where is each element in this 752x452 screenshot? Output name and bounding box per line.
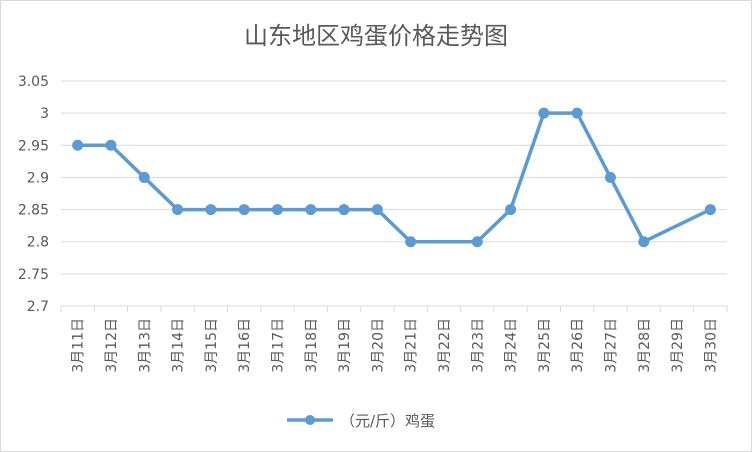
y-tick-label: 2.75 [18, 267, 49, 283]
data-point [538, 107, 550, 119]
legend-marker-icon [305, 415, 315, 425]
x-tick-label: 3月28日 [637, 318, 653, 373]
data-point [172, 204, 184, 216]
x-tick-label: 3月11日 [71, 318, 87, 373]
chart-title: 山东地区鸡蛋价格走势图 [244, 22, 508, 50]
data-point [205, 204, 217, 216]
y-tick-label: 3 [40, 106, 49, 122]
data-point [271, 204, 283, 216]
series-line [77, 111, 712, 244]
x-tick-label: 3月12日 [104, 318, 120, 373]
x-tick-label: 3月24日 [504, 318, 520, 373]
y-tick-label: 3.05 [18, 74, 49, 90]
x-tick-label: 3月16日 [237, 318, 253, 373]
data-point [105, 139, 117, 151]
gridlines [61, 80, 727, 307]
legend: （元/斤）鸡蛋 [287, 412, 435, 430]
x-tick-label: 3月13日 [137, 318, 153, 373]
data-point [704, 204, 716, 216]
x-tick-label: 3月17日 [270, 318, 286, 373]
data-point [471, 236, 483, 248]
data-point [571, 107, 583, 119]
data-point [604, 171, 616, 183]
data-point [405, 236, 417, 248]
x-tick-label: 3月22日 [437, 318, 453, 373]
x-tick-label: 3月21日 [404, 318, 420, 373]
data-point [138, 171, 150, 183]
y-tick-label: 2.8 [27, 235, 49, 251]
y-tick-label: 2.7 [27, 299, 49, 315]
data-point [371, 204, 383, 216]
data-point [305, 204, 317, 216]
x-tick-label: 3月29日 [670, 318, 686, 373]
x-tick-label: 3月14日 [171, 318, 187, 373]
x-tick-label: 3月15日 [204, 318, 220, 373]
x-tick-label: 3月25日 [537, 318, 553, 373]
x-axis-ticks: 3月11日 3月12日 3月13日 3月14日 3月15日 3月16日 3月17日 3月18日… [60, 306, 728, 373]
x-tick-label: 3月30日 [703, 318, 719, 373]
x-tick-label: 3月23日 [470, 318, 486, 373]
data-point [238, 204, 250, 216]
x-tick-label: 3月26日 [570, 318, 586, 373]
data-point [505, 204, 517, 216]
x-tick-label: 3月27日 [603, 318, 619, 373]
y-tick-label: 2.85 [18, 203, 49, 219]
x-tick-label: 3月20日 [370, 318, 386, 373]
x-tick-label: 3月19日 [337, 318, 353, 373]
legend-label: （元/斤）鸡蛋 [340, 412, 435, 430]
y-tick-label: 2.9 [27, 170, 49, 186]
data-point [72, 139, 84, 151]
y-tick-label: 2.95 [18, 138, 49, 154]
data-point [338, 204, 350, 216]
x-tick-label: 3月18日 [304, 318, 320, 373]
series-group [72, 107, 716, 248]
y-axis-ticks: 2.7 2.75 2.8 2.85 2.9 2.95 3 3.05 [18, 74, 49, 315]
data-point [638, 236, 650, 248]
